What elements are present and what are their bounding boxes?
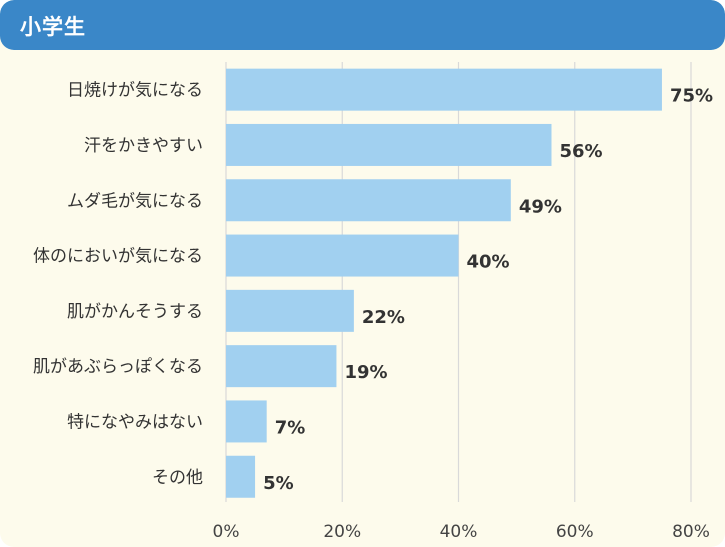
category-label-1: 汗をかきやすい <box>84 136 203 156</box>
x-tick-label-3: 60% <box>556 522 594 542</box>
category-label-2: ムダ毛が気になる <box>67 191 203 211</box>
category-label-4: 肌がかんそうする <box>67 302 203 322</box>
bar-5 <box>226 345 337 388</box>
value-label-1: 56% <box>560 141 603 162</box>
category-label-3: 体のにおいが気になる <box>33 247 203 267</box>
bar-2 <box>226 179 511 222</box>
bar-0 <box>226 68 662 111</box>
x-tick-label-2: 40% <box>440 522 478 542</box>
bar-1 <box>226 123 552 166</box>
x-tick-label-0: 0% <box>213 522 240 542</box>
category-label-6: 特になやみはない <box>67 412 203 432</box>
value-label-2: 49% <box>519 196 562 217</box>
value-label-0: 75% <box>670 86 713 107</box>
category-label-5: 肌があぶらっぽくなる <box>33 357 203 377</box>
value-label-4: 22% <box>362 307 405 328</box>
x-tick-label-4: 80% <box>672 522 710 542</box>
value-label-5: 19% <box>344 362 387 383</box>
category-label-7: その他 <box>152 468 203 488</box>
value-label-3: 40% <box>467 252 510 273</box>
bar-4 <box>226 289 354 332</box>
category-label-0: 日焼けが気になる <box>67 81 203 101</box>
value-label-7: 5% <box>263 473 294 494</box>
bar-7 <box>226 455 256 498</box>
value-label-6: 7% <box>275 417 306 438</box>
bar-3 <box>226 234 459 277</box>
header-bar: 小学生 <box>0 0 725 50</box>
bar-6 <box>226 400 267 443</box>
x-tick-label-1: 20% <box>323 522 361 542</box>
chart-heading: 小学生 <box>20 15 86 39</box>
